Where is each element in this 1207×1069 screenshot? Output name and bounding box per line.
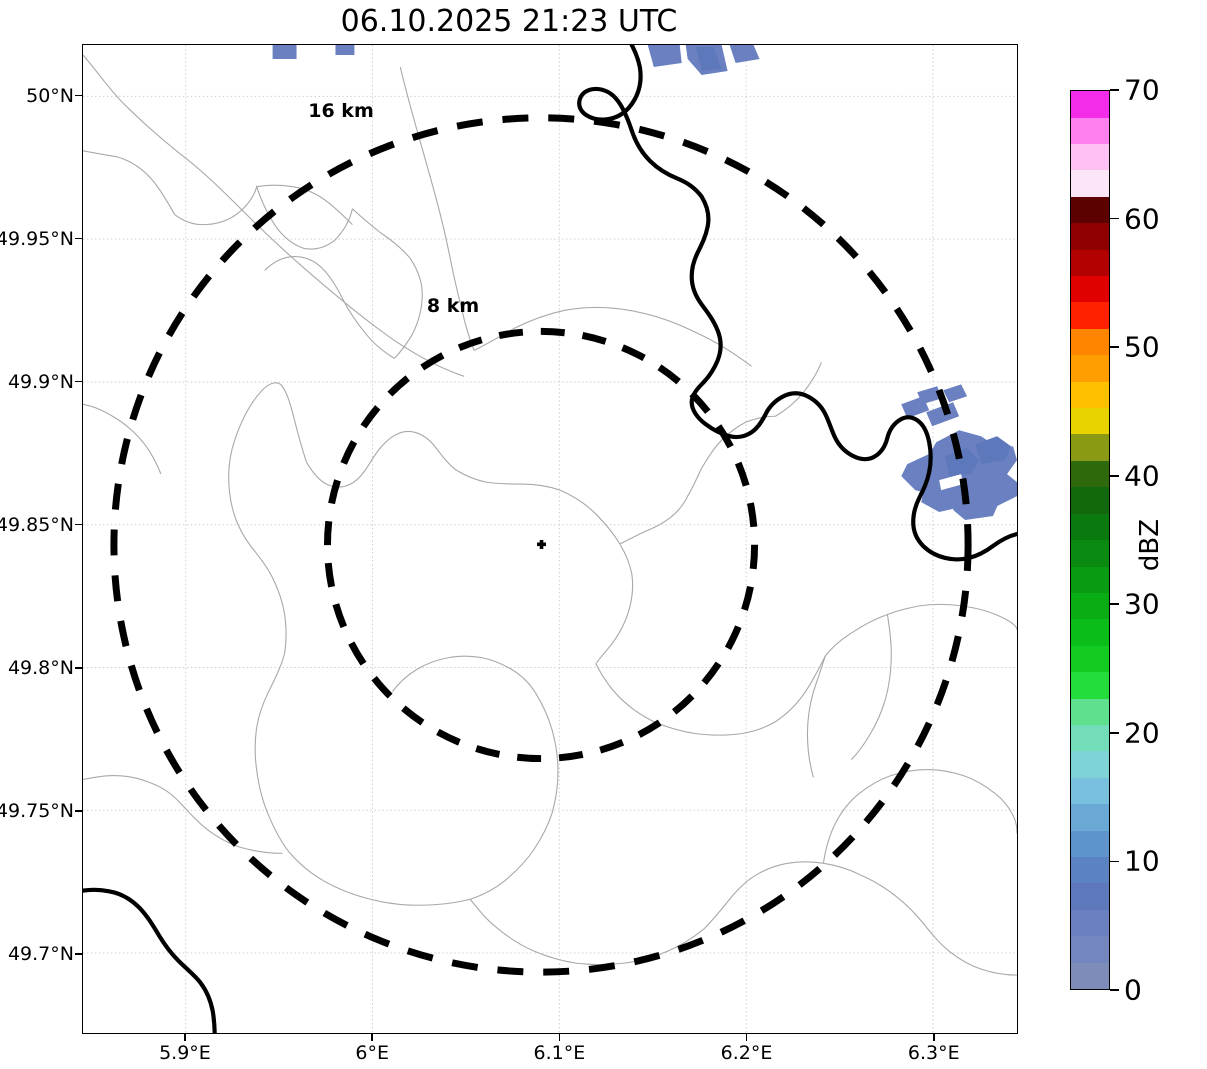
colorbar-segment-29 xyxy=(1071,196,1109,224)
colorbar-segment-23 xyxy=(1071,355,1109,382)
colorbar-segment-33 xyxy=(1071,91,1109,118)
colorbar-tick-mark-70 xyxy=(1110,89,1119,91)
colorbar-segment-7 xyxy=(1071,777,1109,805)
colorbar-segment-32 xyxy=(1071,117,1109,144)
radar-center-plus-icon xyxy=(537,539,547,549)
colorbar-segment-9 xyxy=(1071,724,1109,752)
x-tick-label-0: 5.9°E xyxy=(159,1042,211,1064)
colorbar-segment-30 xyxy=(1071,170,1109,197)
map-canvas xyxy=(83,45,1017,1033)
colorbar-gradient xyxy=(1070,90,1110,990)
y-tick-mark-4 xyxy=(75,666,82,669)
colorbar-tick-label-40: 40 xyxy=(1124,459,1160,493)
colorbar-segment-19 xyxy=(1071,460,1109,488)
y-tick-mark-2 xyxy=(75,380,82,383)
y-tick-label-5: 49.75°N xyxy=(0,799,74,822)
colorbar-segment-0 xyxy=(1071,962,1109,989)
colorbar-segment-15 xyxy=(1071,566,1109,593)
colorbar-tick-mark-40 xyxy=(1110,474,1119,477)
colorbar-segment-16 xyxy=(1071,540,1109,567)
x-tick-mark-3 xyxy=(745,1034,748,1041)
colorbar-tick-mark-60 xyxy=(1110,217,1119,220)
colorbar-segment-10 xyxy=(1071,698,1109,725)
colorbar-segment-26 xyxy=(1071,276,1109,303)
colorbar-tick-mark-20 xyxy=(1110,732,1119,734)
range-ring-16km xyxy=(110,114,972,976)
x-tick-label-1: 6°E xyxy=(355,1042,389,1064)
colorbar-segment-27 xyxy=(1071,249,1109,277)
national-border xyxy=(83,45,1017,1033)
x-tick-mark-4 xyxy=(932,1034,935,1041)
y-tick-mark-3 xyxy=(75,523,82,526)
reflectivity-echoes xyxy=(272,45,1017,521)
colorbar-segment-2 xyxy=(1071,909,1109,937)
colorbar-segment-8 xyxy=(1071,751,1109,778)
colorbar-segment-25 xyxy=(1071,302,1109,329)
colorbar-segment-28 xyxy=(1071,223,1109,250)
y-tick-label-3: 49.85°N xyxy=(0,513,74,536)
colorbar-tick-mark-50 xyxy=(1110,346,1119,348)
radar-map[interactable]: 16 km 8 km xyxy=(82,44,1018,1034)
colorbar-segment-5 xyxy=(1071,830,1109,857)
colorbar[interactable]: 0 10 20 30 40 50 60 70 xyxy=(1070,74,1160,1007)
range-ring-label-8km: 8 km xyxy=(426,295,480,317)
x-tick-label-2: 6.1°E xyxy=(533,1042,586,1064)
colorbar-segment-31 xyxy=(1071,144,1109,171)
x-tick-label-3: 6.2°E xyxy=(720,1042,773,1064)
x-tick-mark-1 xyxy=(371,1034,373,1041)
colorbar-segment-4 xyxy=(1071,856,1109,884)
y-tick-mark-1 xyxy=(75,237,82,240)
range-ring-label-16km: 16 km xyxy=(308,100,374,122)
colorbar-segment-12 xyxy=(1071,645,1109,673)
colorbar-tick-label-0: 0 xyxy=(1124,973,1142,1007)
colorbar-tick-label-70: 70 xyxy=(1124,73,1160,107)
page-title: 06.10.2025 21:23 UTC xyxy=(340,4,678,39)
x-tick-mark-0 xyxy=(184,1034,186,1041)
colorbar-tick-mark-10 xyxy=(1110,860,1119,863)
y-tick-label-4: 49.8°N xyxy=(7,656,74,679)
colorbar-title: dBZ xyxy=(1135,518,1165,572)
y-tick-label-6: 49.7°N xyxy=(7,942,74,965)
colorbar-segment-11 xyxy=(1071,672,1109,699)
colorbar-segment-18 xyxy=(1071,487,1109,514)
range-ring-8km xyxy=(323,327,759,763)
colorbar-segment-6 xyxy=(1071,804,1109,831)
colorbar-tick-label-20: 20 xyxy=(1124,716,1160,750)
range-rings xyxy=(110,114,972,976)
gridlines xyxy=(83,45,1017,1033)
colorbar-tick-label-10: 10 xyxy=(1124,844,1160,878)
colorbar-tick-mark-30 xyxy=(1110,603,1119,606)
colorbar-tick-label-60: 60 xyxy=(1124,202,1160,236)
colorbar-tick-label-30: 30 xyxy=(1124,587,1160,621)
colorbar-segment-21 xyxy=(1071,408,1109,435)
colorbar-segment-1 xyxy=(1071,936,1109,963)
y-tick-label-2: 49.9°N xyxy=(7,370,74,393)
admin-boundaries xyxy=(83,54,1017,976)
y-tick-mark-0 xyxy=(75,94,82,97)
colorbar-tick-label-50: 50 xyxy=(1124,330,1160,364)
colorbar-segment-20 xyxy=(1071,434,1109,461)
colorbar-segment-24 xyxy=(1071,328,1109,356)
colorbar-segment-3 xyxy=(1071,883,1109,910)
x-tick-mark-2 xyxy=(558,1034,561,1041)
x-tick-label-4: 6.3°E xyxy=(907,1042,960,1064)
colorbar-segment-17 xyxy=(1071,513,1109,541)
colorbar-segment-22 xyxy=(1071,381,1109,409)
y-tick-mark-6 xyxy=(75,953,82,955)
colorbar-tick-mark-0 xyxy=(1110,989,1119,991)
colorbar-segment-14 xyxy=(1071,592,1109,620)
y-tick-label-0: 50°N xyxy=(26,84,74,107)
colorbar-segment-13 xyxy=(1071,619,1109,646)
y-tick-label-1: 49.95°N xyxy=(0,227,74,250)
y-tick-mark-5 xyxy=(75,810,82,812)
